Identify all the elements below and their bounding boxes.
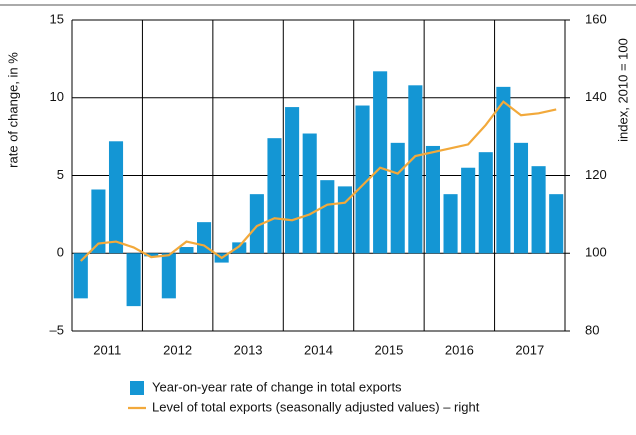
bar (249, 194, 264, 254)
bar (73, 253, 88, 299)
y-tick-label: 15 (50, 11, 64, 26)
bar (513, 142, 529, 254)
bar (108, 141, 124, 254)
y2-tick-label: 160 (585, 11, 607, 26)
y2-tick-label: 140 (585, 89, 607, 104)
y2-tick-label: 100 (585, 245, 607, 260)
bar (302, 133, 317, 254)
x-group-label: 2017 (515, 342, 544, 357)
bar (355, 105, 370, 254)
bar (390, 142, 405, 254)
bar (443, 194, 458, 254)
bar (531, 166, 546, 254)
legend-label: Level of total exports (seasonally adjus… (152, 399, 480, 414)
bar (408, 85, 423, 254)
x-group-label: 2013 (234, 342, 263, 357)
x-group-label: 2012 (163, 342, 192, 357)
bar (496, 86, 511, 254)
bar (478, 152, 493, 254)
x-group-label: 2014 (304, 342, 333, 357)
legend-label: Year-on-year rate of change in total exp… (152, 379, 402, 394)
y-tick-label: 10 (50, 89, 64, 104)
bar (144, 253, 159, 257)
y-tick-label: 5 (57, 167, 64, 182)
y2-tick-label: 120 (585, 167, 607, 182)
bar (179, 247, 194, 254)
bar (267, 138, 282, 254)
x-group-label: 2011 (93, 342, 121, 357)
bar (161, 253, 176, 299)
bar (461, 167, 476, 254)
legend-swatch (130, 381, 144, 395)
bar (425, 145, 440, 254)
bar (373, 71, 388, 254)
x-group-label: 2015 (374, 342, 403, 357)
bar (126, 253, 141, 307)
x-group-label: 2016 (445, 342, 474, 357)
bar (320, 180, 335, 254)
line (80, 100, 557, 262)
bar (285, 107, 300, 254)
bar (549, 194, 564, 254)
y-tick-label: –5 (50, 322, 64, 337)
y-axis-label: rate of change, in % (5, 52, 20, 168)
y-tick-label: 0 (57, 245, 64, 260)
bar (91, 189, 106, 254)
y2-axis-label: index, 2010 = 100 (615, 38, 630, 142)
bar (232, 242, 247, 254)
y2-tick-label: 80 (585, 322, 599, 337)
